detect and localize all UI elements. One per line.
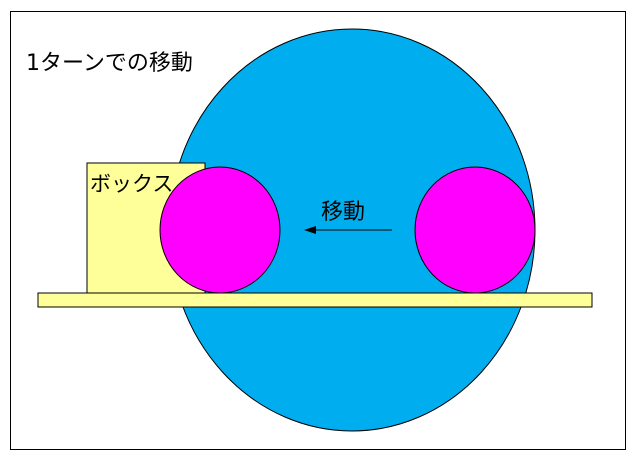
floor-bar [37,292,593,308]
left-arrow-icon [304,226,392,234]
diagram-title: 1ターンでの移動 [26,51,193,76]
ball-right [414,166,536,294]
box-label: ボックス [90,172,173,196]
move-label: 移動 [321,200,365,225]
ball-left [159,166,281,294]
